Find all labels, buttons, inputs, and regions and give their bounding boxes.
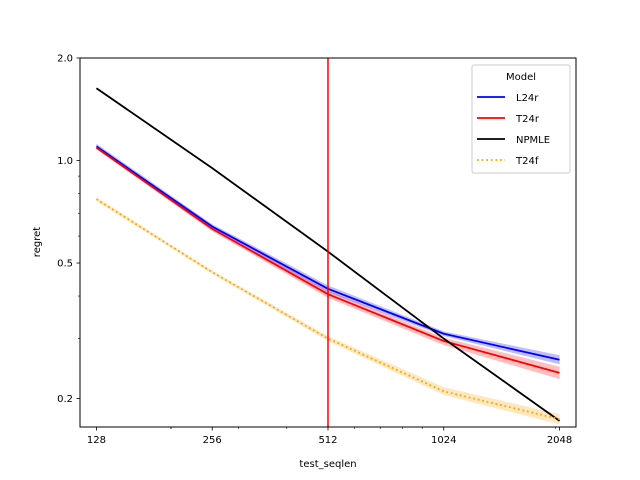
- legend-item-npmle: NPMLE: [477, 135, 550, 146]
- x-tick-label: 256: [203, 435, 222, 446]
- x-tick-label: 128: [87, 435, 106, 446]
- x-tick-label: 512: [318, 435, 337, 446]
- y-tick-label: 0.5: [57, 259, 73, 270]
- x-tick-label: 1024: [431, 435, 456, 446]
- legend-label: T24f: [515, 156, 539, 167]
- legend-item-t24f: T24f: [477, 156, 539, 167]
- x-axis: 128 256 512 1024 2048: [87, 427, 572, 446]
- y-tick-label: 2.0: [57, 54, 73, 65]
- legend-box: [471, 64, 571, 174]
- legend-label: L24r: [516, 93, 539, 104]
- line-t24f: [95, 198, 560, 421]
- y-axis-title: regret: [32, 227, 43, 257]
- legend-items: L24r T24r NPMLE T24f: [477, 93, 550, 167]
- legend-label: NPMLE: [516, 135, 550, 146]
- confidence-bands: [96, 143, 560, 425]
- legend-item-l24r: L24r: [477, 93, 539, 104]
- legend-item-t24r: T24r: [477, 114, 540, 125]
- y-axis: 0.2 0.5 1.0 2.0: [57, 54, 80, 405]
- legend: Model L24r T24r NPMLE T24f: [471, 64, 571, 174]
- x-tick-label: 2048: [547, 435, 572, 446]
- x-axis-title: test_seqlen: [299, 459, 356, 470]
- legend-title: Model: [506, 72, 536, 83]
- y-tick-label: 1.0: [57, 156, 73, 167]
- y-tick-label: 0.2: [57, 394, 73, 405]
- legend-label: T24r: [515, 114, 540, 125]
- band-t24r: [96, 146, 560, 380]
